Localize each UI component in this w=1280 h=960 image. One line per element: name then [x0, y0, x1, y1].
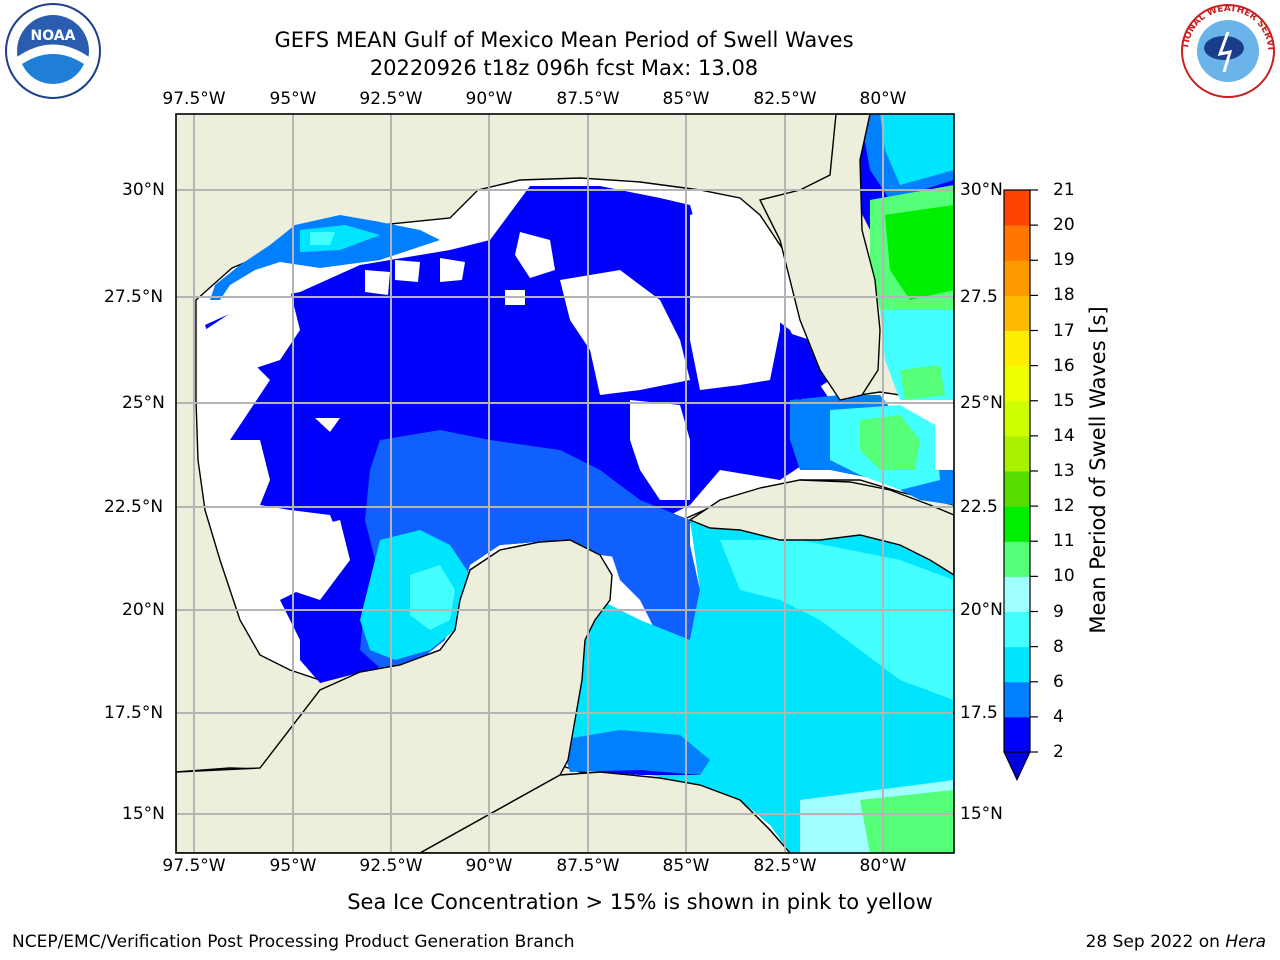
- run-date-text: 28 Sep 2022 on: [1085, 932, 1220, 952]
- colorbar-tick-label: 4: [1053, 706, 1064, 727]
- colorbar-tick-label: 12: [1053, 496, 1075, 517]
- colorbar-tick-label: 8: [1053, 636, 1064, 657]
- colorbar-band: [1004, 330, 1030, 367]
- lon-label-top: 80°W: [859, 89, 907, 109]
- lon-label-top: 92.5°W: [359, 89, 423, 109]
- colorbar-tick-label: 16: [1053, 355, 1075, 376]
- lat-label-right: 15°N: [960, 804, 1003, 824]
- lat-label-right: 20°N: [960, 600, 1003, 620]
- colorbar-tick-label: 20: [1053, 215, 1075, 236]
- lon-label-bottom: 95°W: [269, 856, 317, 876]
- graticule: [176, 114, 954, 853]
- lat-label-right: 25°N: [960, 393, 1003, 413]
- lat-label-right: 27.5: [960, 287, 998, 307]
- colorbar-tick-label: 14: [1053, 425, 1075, 446]
- lat-label-right: 22.5: [960, 497, 998, 517]
- lat-label-left: 15°N: [122, 804, 165, 824]
- map-subtitle: 20220926 t18z 096h fcst Max: 13.08: [369, 56, 759, 80]
- colorbar-band: [1004, 576, 1030, 612]
- lon-label-top: 82.5°W: [753, 89, 817, 109]
- host-name: Hera: [1225, 932, 1266, 952]
- colorbar-tick-label: 19: [1053, 250, 1075, 271]
- lon-label-bottom: 97.5°W: [162, 856, 226, 876]
- lon-label-top: 90°W: [465, 89, 513, 109]
- lon-label-top: 95°W: [269, 89, 317, 109]
- colorbar-tick-label: 21: [1053, 180, 1075, 200]
- colorbar-tick-label: 18: [1053, 285, 1075, 306]
- lat-label-right: 30°N: [960, 180, 1003, 200]
- colorbar-tick-label: 2: [1053, 742, 1064, 762]
- lat-label-left: 27.5°N: [104, 287, 164, 307]
- colorbar-band: [1004, 225, 1030, 261]
- colorbar-under-arrow: [1003, 751, 1031, 782]
- florida-land: [758, 114, 881, 401]
- colorbar-band: [1004, 506, 1030, 542]
- yucatan-land: [176, 539, 613, 853]
- colorbar-band: [1004, 260, 1030, 296]
- lat-label-right: 17.5: [960, 703, 998, 723]
- colorbar-tick-label: 17: [1053, 320, 1075, 341]
- lon-label-bottom: 80°W: [859, 856, 907, 876]
- cuba-land: [688, 479, 954, 576]
- lat-label-left: 17.5°N: [104, 703, 164, 723]
- lat-label-left: 20°N: [122, 600, 165, 620]
- noaa-logo: NOAA: [5, 3, 101, 99]
- map-frame: [175, 113, 955, 854]
- lat-label-left: 30°N: [122, 180, 165, 200]
- colorbar-band: [1004, 611, 1030, 648]
- lon-label-bottom: 90°W: [465, 856, 513, 876]
- lon-label-top: 97.5°W: [162, 89, 226, 109]
- colorbar-band: [1004, 471, 1030, 507]
- lon-label-top: 87.5°W: [556, 89, 620, 109]
- colorbar-tick-label: 15: [1053, 390, 1075, 411]
- colorbar-tick-label: 9: [1053, 601, 1064, 622]
- central-america-land: [418, 771, 791, 853]
- colorbar-band: [1004, 190, 1030, 226]
- colorbar-band: [1004, 365, 1030, 402]
- nws-logo: NATIONAL WEATHER SERVICE: [1178, 2, 1275, 98]
- colorbar-band: [1004, 716, 1030, 753]
- colorbar-tick-label: 13: [1053, 461, 1075, 481]
- colorbar-tick-label: 6: [1053, 671, 1064, 692]
- colorbar-band: [1004, 435, 1030, 472]
- colorbar-band: [1004, 646, 1030, 683]
- colorbar: [1003, 189, 1038, 782]
- lon-label-bottom: 92.5°W: [359, 856, 423, 876]
- lon-label-bottom: 82.5°W: [753, 856, 817, 876]
- colorbar-label: Mean Period of Swell Waves [s]: [1086, 306, 1110, 634]
- run-date: 28 Sep 2022 on Hera: [1086, 932, 1266, 952]
- svg-text:NOAA: NOAA: [31, 28, 76, 44]
- colorbar-tick-label: 10: [1053, 566, 1075, 587]
- colorbar-band: [1004, 400, 1030, 437]
- lat-label-left: 25°N: [122, 393, 165, 413]
- lon-label-bottom: 85°W: [662, 856, 710, 876]
- colorbar-band: [1004, 295, 1030, 331]
- map-title: GEFS MEAN Gulf of Mexico Mean Period of …: [274, 28, 854, 52]
- lon-label-bottom: 87.5°W: [556, 856, 620, 876]
- sea-ice-note: Sea Ice Concentration > 15% is shown in …: [347, 890, 933, 914]
- colorbar-band: [1004, 541, 1030, 577]
- colorbar-band: [1004, 681, 1030, 718]
- colorbar-tick-label: 11: [1053, 531, 1075, 552]
- branch-credit: NCEP/EMC/Verification Post Processing Pr…: [12, 932, 575, 952]
- lat-label-left: 22.5°N: [104, 497, 164, 517]
- lon-label-top: 85°W: [662, 89, 710, 109]
